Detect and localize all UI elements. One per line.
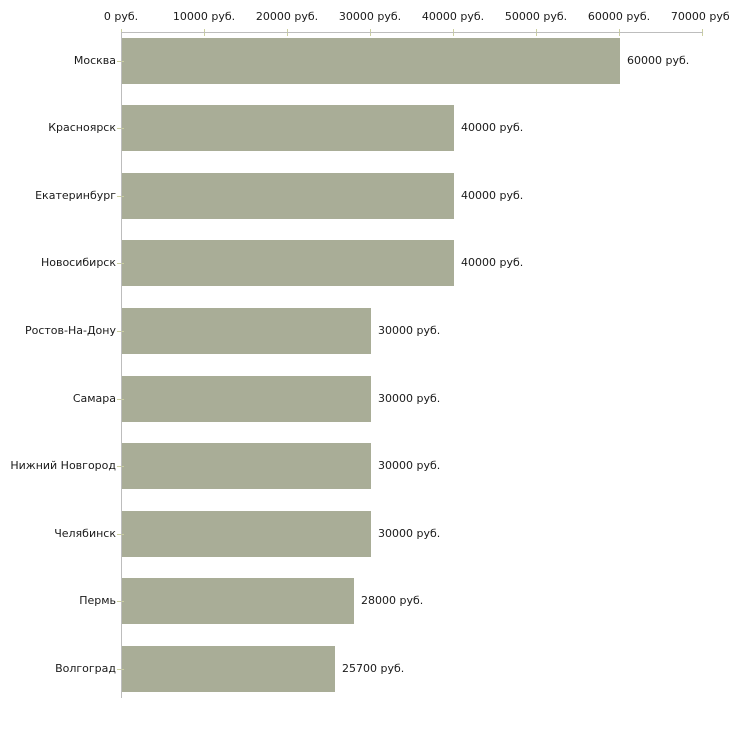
y-tick-mark bbox=[117, 128, 124, 129]
y-tick-mark bbox=[117, 534, 124, 535]
y-tick-mark bbox=[117, 466, 124, 467]
y-tick-mark bbox=[117, 669, 124, 670]
bar-7 bbox=[122, 443, 371, 490]
y-tick-mark bbox=[117, 196, 124, 197]
value-label: 25700 руб. bbox=[342, 661, 405, 675]
category-label: Ростов-На-Дону bbox=[24, 323, 116, 337]
x-tick-label: 10000 руб. bbox=[172, 10, 236, 23]
y-tick-mark bbox=[117, 61, 124, 62]
y-axis-line bbox=[121, 32, 122, 698]
x-axis-line bbox=[121, 32, 703, 33]
category-label: Нижний Новгород bbox=[10, 459, 116, 473]
bar-1 bbox=[122, 37, 620, 84]
value-label: 30000 руб. bbox=[378, 526, 441, 540]
category-label: Волгоград bbox=[55, 661, 116, 675]
category-label: Москва bbox=[73, 53, 116, 67]
x-tick-label: 0 руб. bbox=[103, 10, 139, 23]
bar-5 bbox=[122, 307, 371, 354]
y-tick-mark bbox=[117, 399, 124, 400]
x-tick-label: 30000 руб. bbox=[338, 10, 402, 23]
category-label: Красноярск bbox=[48, 121, 116, 135]
value-label: 40000 руб. bbox=[461, 121, 524, 135]
category-label: Самара bbox=[72, 391, 116, 405]
category-label: Пермь bbox=[79, 594, 116, 608]
category-label: Челябинск bbox=[54, 526, 116, 540]
y-tick-mark bbox=[117, 331, 124, 332]
value-label: 40000 руб. bbox=[461, 256, 524, 270]
y-tick-mark bbox=[117, 601, 124, 602]
bar-10 bbox=[122, 645, 335, 692]
value-label: 60000 руб. bbox=[627, 53, 690, 67]
value-label: 40000 руб. bbox=[461, 188, 524, 202]
value-label: 28000 руб. bbox=[361, 594, 424, 608]
bar-4 bbox=[122, 240, 454, 287]
x-tick-label: 70000 руб. bbox=[670, 10, 730, 23]
category-label: Новосибирск bbox=[40, 256, 116, 270]
value-label: 30000 руб. bbox=[378, 323, 441, 337]
x-tick-label: 50000 руб. bbox=[504, 10, 568, 23]
y-tick-mark bbox=[117, 263, 124, 264]
category-label: Екатеринбург bbox=[35, 188, 116, 202]
value-label: 30000 руб. bbox=[378, 459, 441, 473]
x-tick-label: 20000 руб. bbox=[255, 10, 319, 23]
x-tick-label: 40000 руб. bbox=[421, 10, 485, 23]
bar-3 bbox=[122, 172, 454, 219]
bar-9 bbox=[122, 578, 354, 625]
value-label: 30000 руб. bbox=[378, 391, 441, 405]
bar-6 bbox=[122, 375, 371, 422]
bar-8 bbox=[122, 510, 371, 557]
bar-2 bbox=[122, 105, 454, 152]
x-tick-label: 60000 руб. bbox=[587, 10, 651, 23]
